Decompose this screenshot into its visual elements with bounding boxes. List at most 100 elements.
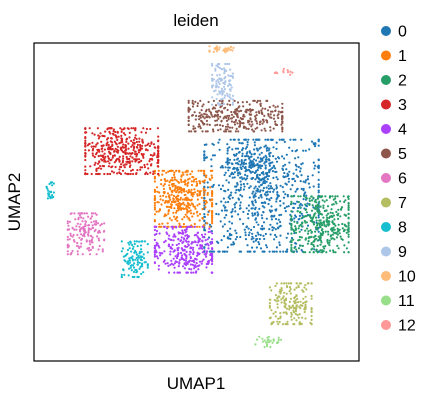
data-point — [173, 178, 177, 181]
data-point — [174, 184, 177, 187]
data-point — [274, 310, 277, 314]
data-point — [327, 221, 330, 224]
data-point — [237, 110, 241, 113]
data-point — [239, 204, 242, 207]
data-point — [180, 207, 183, 210]
data-point — [265, 197, 268, 200]
data-point — [130, 269, 133, 272]
data-point — [153, 146, 156, 149]
data-point — [178, 169, 181, 172]
data-point — [285, 168, 288, 171]
data-point — [212, 50, 215, 54]
data-point — [183, 229, 186, 232]
data-point — [138, 137, 141, 140]
data-point — [101, 248, 104, 251]
data-point — [190, 188, 193, 191]
data-point — [197, 236, 200, 240]
data-point — [132, 141, 136, 144]
data-point — [307, 182, 310, 185]
data-point — [267, 184, 270, 187]
data-point — [205, 119, 208, 122]
data-point — [277, 110, 280, 113]
data-point — [166, 192, 170, 195]
data-point — [317, 203, 320, 206]
data-point — [304, 283, 307, 287]
data-point — [144, 261, 147, 264]
data-point — [250, 166, 253, 169]
data-point — [117, 157, 120, 160]
data-point — [316, 197, 319, 200]
data-point — [270, 187, 274, 190]
data-point — [284, 163, 287, 166]
data-point — [97, 167, 100, 170]
data-point — [276, 341, 279, 344]
data-point — [84, 131, 87, 134]
data-point — [153, 255, 156, 258]
data-point — [264, 138, 267, 141]
data-point — [227, 169, 230, 172]
data-point — [203, 197, 206, 200]
data-point — [201, 121, 204, 125]
data-point — [342, 195, 345, 198]
data-point — [239, 201, 242, 204]
data-point — [308, 148, 311, 151]
data-point — [266, 175, 269, 178]
data-point — [88, 243, 92, 246]
data-point — [192, 193, 195, 196]
data-point — [232, 138, 235, 141]
data-point — [226, 229, 229, 233]
data-point — [274, 109, 277, 112]
data-point — [347, 251, 350, 254]
data-point — [325, 199, 328, 202]
data-point — [219, 188, 223, 191]
data-point — [207, 259, 211, 262]
legend-marker — [381, 173, 391, 183]
data-point — [211, 62, 214, 66]
data-point — [73, 228, 76, 231]
data-point — [199, 127, 202, 130]
data-point — [244, 155, 247, 158]
data-point — [166, 232, 169, 235]
data-point — [256, 149, 259, 152]
data-point — [259, 103, 262, 106]
data-point — [293, 220, 296, 223]
data-point — [299, 210, 302, 214]
data-point — [188, 225, 192, 228]
data-point — [127, 127, 130, 130]
data-point — [211, 115, 214, 118]
data-point — [91, 149, 94, 152]
data-point — [261, 224, 264, 228]
data-point — [136, 143, 139, 146]
data-point — [272, 190, 275, 193]
data-point — [211, 220, 214, 223]
data-point — [127, 241, 130, 244]
data-point — [87, 215, 90, 218]
data-point — [81, 253, 84, 256]
data-point — [245, 168, 248, 171]
data-point — [146, 266, 149, 269]
data-point — [94, 161, 97, 164]
data-point — [217, 65, 220, 68]
data-point — [165, 205, 168, 208]
data-point — [288, 308, 291, 311]
data-point — [179, 239, 182, 243]
data-point — [129, 172, 132, 176]
data-point — [128, 243, 131, 246]
data-point — [156, 186, 159, 189]
data-point — [212, 78, 215, 81]
legend-marker — [381, 26, 391, 36]
data-point — [211, 201, 214, 204]
data-point — [280, 298, 283, 301]
data-point — [113, 149, 116, 152]
data-point — [248, 231, 251, 234]
data-point — [276, 114, 279, 117]
data-point — [228, 194, 231, 197]
data-point — [272, 176, 275, 179]
data-point — [225, 209, 228, 212]
data-point — [274, 120, 277, 123]
data-point — [153, 225, 156, 228]
data-point — [121, 145, 124, 148]
data-point — [212, 84, 215, 87]
data-point — [270, 215, 273, 218]
data-point — [186, 209, 189, 213]
